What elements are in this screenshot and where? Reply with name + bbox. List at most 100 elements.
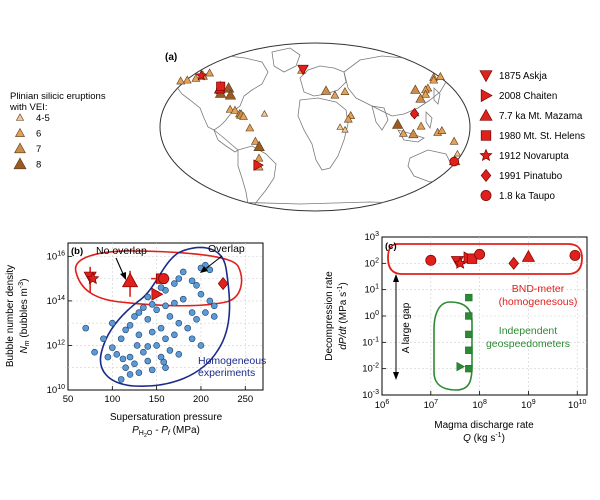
panel-c-x-tick-label: 107 (424, 399, 439, 411)
geospeedometer-point-st-helens (465, 293, 473, 302)
vei-legend-label: 8 (36, 160, 41, 171)
experiment-point (100, 335, 107, 343)
map-eruption-marker (408, 128, 419, 139)
map-eruption-marker (453, 149, 462, 157)
map-eruption-marker (191, 73, 201, 82)
map-eruption-marker (239, 111, 248, 120)
experiment-point (210, 302, 218, 310)
map-eruption-marker (336, 123, 344, 130)
experiment-point (202, 309, 209, 316)
panel-c-x-tick-label: 106 (375, 399, 390, 411)
panel-b-bubble-density-chart: 50 100 150 200 250 1010 1012 1014 1016 (b) No ov… (5, 242, 266, 439)
experiment-point (135, 309, 143, 316)
vei-legend: Plinian silicic eruptions with VEI: 4-5 6… (9, 91, 106, 171)
panel-b-x-tick-label: 50 (63, 394, 74, 405)
eruption-legend-square-icon (480, 130, 492, 141)
bnd-point-mazama (521, 249, 536, 262)
panel-c-points (425, 248, 581, 373)
map-ocean (159, 42, 471, 212)
map-featured-marker-askja (297, 64, 309, 76)
experiment-point (157, 284, 165, 291)
map-eruption-marker (415, 93, 426, 103)
panel-b-y-tick-label: 1012 (47, 339, 65, 351)
panel-c-label: (c) (385, 241, 397, 252)
panel-b-x-label-1: Supersaturation pressure (110, 412, 223, 423)
geospeedometer-point-st-helens (465, 346, 473, 354)
bnd-meter-annotation-1: BND-meter (512, 283, 565, 295)
panel-c-y-label-1: Decompression rate (324, 271, 335, 361)
panel-b-experiments-outline (99, 246, 231, 387)
experiment-point (122, 364, 129, 372)
panel-c-y-tick-label: 10-2 (362, 363, 379, 375)
map-eruption-marker (254, 153, 264, 162)
bnd-point-taupo (569, 249, 581, 261)
experiment-point (171, 280, 178, 287)
experiment-point (135, 331, 143, 339)
panel-b-eruption-points (83, 266, 229, 301)
map-eruption-marker (449, 136, 459, 145)
experiment-point (144, 343, 152, 350)
experiment-point (144, 357, 152, 365)
experiment-point (210, 313, 218, 320)
map-featured-marker-taupo (449, 156, 459, 167)
experiment-point (157, 324, 165, 332)
panel-c-x-tick-label: 1010 (568, 399, 586, 411)
geospeedometer-point-st-helens (465, 330, 473, 339)
no-overlap-arrow (115, 257, 125, 277)
experiment-point (206, 297, 214, 305)
eruption-legend-triangle-right-icon (480, 88, 493, 103)
vei-legend-title-2: with VEI: (9, 102, 48, 113)
eruption-legend-triangle-down-icon (479, 70, 493, 83)
experiment-point (144, 293, 152, 301)
eruption-point-taupo (158, 273, 170, 285)
vei-legend-triangle-icon (14, 127, 26, 137)
map-eruption-marker (225, 104, 235, 113)
eruption-point-mazama (121, 272, 139, 288)
panel-b-x-tick-label: 250 (237, 394, 253, 405)
experiment-point (133, 342, 141, 349)
experiment-point (188, 309, 196, 316)
panel-b-y-label-1: Bubble number density (5, 265, 16, 367)
eruption-legend-label: 1991 Pinatubo (499, 171, 563, 182)
overlap-annotation: Overlap (208, 243, 245, 255)
panel-b-x-tick-label: 200 (193, 394, 209, 405)
map-featured-marker-novarupta (195, 69, 208, 81)
experiment-point (140, 304, 147, 311)
geospeedometer-point-st-helens (465, 312, 473, 320)
bnd-meter-annotation-2: (homogenesous) (499, 296, 578, 308)
overlap-arrowhead (200, 266, 208, 273)
panel-c-y-tick-label: 102 (365, 257, 380, 269)
map-featured-marker-pinatubo (409, 107, 420, 120)
experiment-point (126, 371, 134, 378)
experiment-point (184, 324, 191, 332)
map-eruption-marker (224, 89, 237, 100)
experiment-point (175, 275, 183, 282)
overlap-arrow (203, 255, 223, 271)
experiment-point (175, 351, 183, 358)
vei-legend-label: 4-5 (36, 113, 50, 124)
map-eruption-marker (340, 87, 350, 95)
panel-c-plot-frame (381, 236, 588, 396)
panel-c-decompression-rate-chart: 106 107 108 109 1010 10-3 10-2 10-1 100 101 102 103… (324, 231, 588, 444)
map-eruption-marker (222, 82, 235, 93)
panel-b-label: (b) (71, 246, 83, 257)
experiment-point (160, 358, 168, 366)
eruption-legend-label: 1980 Mt. St. Helens (499, 131, 585, 142)
panel-a-world-map: (a) (159, 42, 471, 212)
panel-b-x-label-2: PH2O - Pf (MPa) (132, 425, 200, 439)
experiment-point (144, 315, 152, 323)
bnd-point-taupo (474, 248, 486, 260)
panel-c-x-label-2: Q (kg s-1) (463, 432, 505, 444)
eruption-legend: 1875 Askja 2008 Chaiten 7.7 ka Mt. Mazama 1… (479, 70, 585, 202)
experiment-point (140, 348, 147, 356)
experiment-point (82, 324, 90, 332)
vei-legend-items: 4-5 6 7 8 (13, 113, 50, 171)
experiment-point (117, 376, 125, 383)
experiment-point (109, 319, 116, 327)
experiment-point (162, 335, 169, 343)
map-eruption-marker (260, 109, 269, 117)
map-eruption-marker (245, 123, 255, 132)
experiment-point (117, 335, 125, 343)
panel-b-y-tick-label: 1010 (47, 384, 65, 396)
experiment-point (171, 331, 178, 339)
